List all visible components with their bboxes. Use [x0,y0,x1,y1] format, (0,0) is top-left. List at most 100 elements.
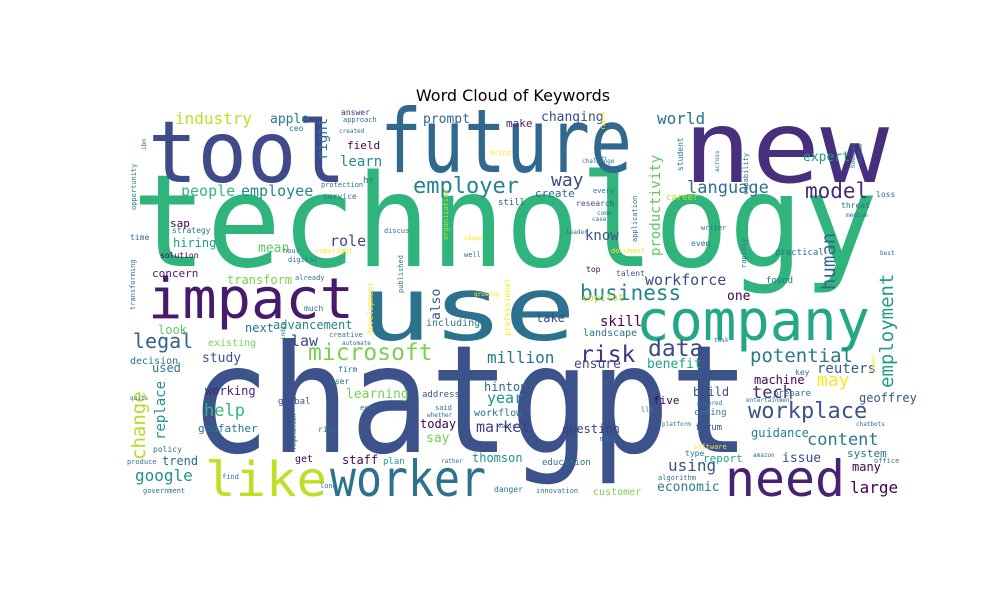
word-data: data [648,336,703,362]
word-already: already [295,274,325,282]
word-machine: machine [754,373,805,387]
word-regulation: regulation [291,413,298,450]
word-role: role [330,232,366,250]
word-take: take [536,311,565,325]
word-student: student [676,137,685,171]
word-report: report [703,452,743,465]
word-firm: firm [338,365,357,374]
word-danger: danger [494,485,523,494]
word-transform: transform [227,273,292,287]
word-hour: hour [283,247,300,255]
word-various: various [498,423,524,430]
word-risk: risk [580,342,636,368]
word-government: government [143,487,185,495]
word-legal: legal [133,329,193,353]
word-hr: hr [363,176,374,186]
word-algorithm: algorithm [658,474,696,482]
word-guidance: guidance [751,426,809,440]
word-worker: worker [330,450,486,508]
word-ensure: ensure [574,357,621,372]
word-said: said [435,404,452,412]
word-rapidly: rapidly [740,238,748,268]
word-writer: writer [701,224,726,232]
word-quits: quits [130,395,148,402]
word-decision: decision [130,356,178,367]
word-five: five [653,394,680,407]
word-loss: loss [876,190,895,199]
word-innovation: innovation [536,487,578,495]
word-practical: practical [775,248,824,258]
word-strategy: strategy [172,226,211,235]
word-hiring: hiring [173,236,216,250]
word-forum: forum [695,423,722,433]
word-workplace: workplace [748,399,867,424]
word-chatbots: chatbots [856,421,885,428]
word-organization: organization [442,189,450,240]
word-must: must [600,435,617,443]
word-like: like [205,452,327,508]
word-ceo: ceo [289,124,304,133]
word-thomson: thomson [472,451,523,465]
word-image: image [464,235,482,242]
word-rapid: rapid [600,112,607,130]
word-hinton: hinton [484,380,527,394]
word-even: even [691,239,710,248]
word-prepare: prepare [773,389,811,399]
word-bring: bring [490,149,511,157]
word-best: best [880,250,895,257]
word-software: software [693,443,727,451]
word-one: one [727,289,751,304]
word-economic: economic [657,480,720,495]
word-left: left [595,156,607,162]
word-published: published [397,255,405,293]
word-content: content [807,430,879,450]
word-come: come [597,210,612,217]
word-platform: platform [662,421,691,428]
word-type: type [685,449,704,458]
word-existing: existing [208,338,256,349]
word-find: find [222,473,239,481]
word-using: using [668,456,716,475]
word-prompt: prompt [423,112,470,127]
word-impact: impact [148,267,354,332]
word-make: make [506,117,533,130]
word-task: task [714,337,729,344]
word-top: top [586,265,601,274]
word-leader: leader [566,229,588,236]
word-course: course [857,143,864,165]
word-challenge: challenge [582,158,615,165]
word-ibm: ibm [141,139,148,150]
word-also: also [429,289,444,320]
word-career: career [666,193,699,203]
word-build: build [693,385,729,399]
word-study: study [202,351,241,366]
word-workflow: workflow [474,408,523,419]
word-staff: staff [342,453,378,467]
word-working: working [205,384,256,398]
word-employer: employer [413,174,519,199]
word-chatgpt: chatgpt [190,314,750,488]
word-issue: issue [782,451,821,466]
word-address: address [422,390,460,400]
chart-title: Word Cloud of Keywords [416,86,610,105]
word-eeoc: eeoc [360,404,377,412]
word-found: found [766,276,793,286]
word-india: india [280,322,287,340]
word-say: say [426,431,450,446]
word-next: next [245,321,274,335]
word-large: large [850,478,898,497]
word-benefit: benefit [647,357,702,372]
word-rather: rather [441,458,463,465]
word-productivity: productivity [648,155,664,256]
word-trend: trend [162,454,198,468]
word-document: document [611,247,645,255]
word-way: way [551,170,584,191]
word-employment: employment [876,274,898,388]
word-well: well [464,251,481,259]
word-user: user [330,377,349,386]
word-protection: protection [321,181,363,189]
word-new: new [683,89,890,206]
word-potential: potential [750,345,853,367]
word-future: future [380,90,632,193]
